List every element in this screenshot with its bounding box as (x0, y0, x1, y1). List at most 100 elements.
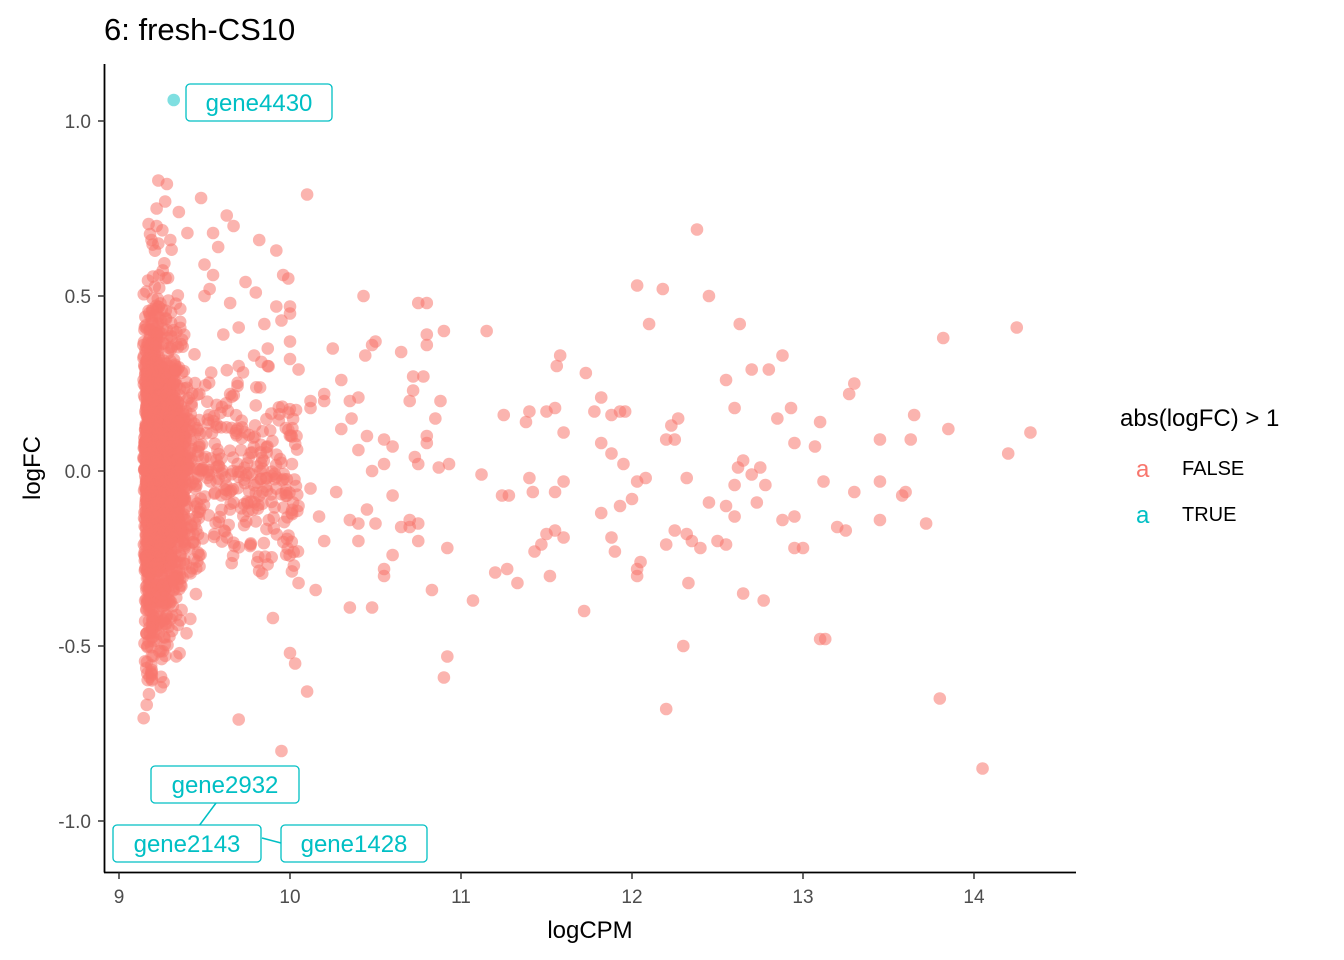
gene-label-box (112, 824, 262, 863)
point-false (335, 422, 348, 436)
point-false (232, 541, 246, 554)
point-false (249, 399, 263, 412)
point-false (280, 532, 294, 546)
point-false (169, 363, 182, 376)
point-false (288, 657, 302, 670)
point-false (425, 583, 439, 597)
point-false (360, 429, 374, 443)
point-false (386, 548, 399, 562)
point-false (198, 289, 211, 303)
point-false (526, 485, 540, 499)
point-false (907, 408, 921, 422)
point-false (942, 422, 955, 436)
point-false (873, 475, 887, 488)
point-false (220, 209, 234, 222)
point-false (352, 517, 365, 530)
point-false (237, 518, 251, 532)
point-false (594, 436, 608, 450)
gene-labels-layer: gene4430 gene2932 gene2143 gene1428 (112, 83, 428, 863)
chart-title: 6: fresh-CS10 (104, 12, 295, 47)
point-false (150, 327, 164, 341)
point-false (523, 405, 536, 418)
point-false (179, 557, 192, 571)
point-false (234, 501, 248, 515)
point-false (550, 359, 564, 373)
point-false (358, 349, 372, 362)
point-false (719, 538, 733, 551)
gene-label: gene4430 (206, 90, 313, 117)
point-false (403, 394, 417, 408)
point-false (759, 478, 772, 492)
point-false (159, 617, 172, 630)
point-false (842, 387, 856, 401)
point-false (270, 470, 283, 484)
point-false (441, 541, 454, 555)
point-false (411, 534, 425, 548)
point-false (618, 405, 632, 418)
legend: abs(logFC) > 1 a FALSE a TRUE (1120, 405, 1279, 529)
point-false (223, 444, 237, 458)
x-axis-title: logCPM (547, 917, 632, 944)
point-false (206, 226, 220, 240)
legend-key-true: a (1136, 502, 1150, 529)
legend-title: abs(logFC) > 1 (1120, 405, 1279, 432)
point-false (176, 571, 189, 584)
point-false (176, 535, 190, 548)
point-false (156, 441, 170, 455)
point-false (685, 534, 699, 548)
point-false (548, 401, 562, 415)
point-false (736, 587, 750, 600)
point-false (252, 233, 266, 247)
point-false (694, 541, 707, 555)
point-false (317, 534, 331, 548)
point-false (502, 489, 516, 502)
point-false (169, 608, 183, 622)
point-false (139, 550, 153, 564)
point-false (177, 466, 190, 480)
point-false (160, 177, 174, 191)
point-false (246, 431, 260, 444)
point-false (181, 226, 194, 240)
point-false (728, 510, 741, 523)
point-false (429, 412, 442, 425)
point-false (140, 592, 153, 606)
point-false (394, 345, 408, 359)
point-false (194, 492, 207, 505)
point-false (184, 612, 197, 626)
point-false (145, 485, 158, 498)
point-false (285, 565, 299, 578)
point-false (249, 515, 263, 528)
point-false (204, 366, 218, 379)
point-false (605, 447, 618, 460)
point-false (217, 328, 230, 341)
point-false (283, 352, 297, 366)
point-false (157, 675, 170, 689)
point-false (352, 443, 365, 457)
point-false (1024, 426, 1037, 439)
point-false (976, 762, 989, 775)
point-false (152, 237, 165, 250)
point-false (138, 391, 152, 405)
point-false (776, 349, 789, 362)
point-false (255, 451, 269, 465)
point-false (936, 331, 950, 345)
point-false (262, 513, 275, 527)
point-false (176, 340, 189, 353)
point-false (248, 419, 262, 432)
point-false (142, 447, 156, 460)
point-false (157, 361, 171, 374)
point-false (167, 376, 180, 390)
point-false (167, 353, 181, 366)
x-tick-label: 13 (792, 887, 813, 908)
point-false (183, 446, 197, 460)
point-false (500, 562, 514, 576)
point-false (144, 352, 158, 366)
point-false (553, 349, 567, 362)
point-false (488, 566, 502, 579)
point-false (475, 468, 488, 481)
point-false (919, 517, 933, 530)
gene-label-box (185, 83, 333, 122)
point-false (219, 397, 233, 410)
point-false (270, 244, 283, 257)
point-false (639, 471, 652, 485)
